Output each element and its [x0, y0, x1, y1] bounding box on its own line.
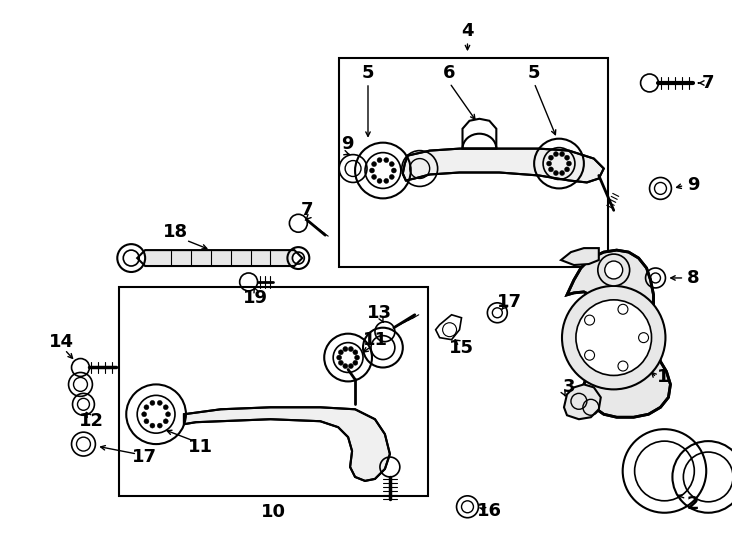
Polygon shape	[403, 148, 604, 183]
Circle shape	[391, 168, 396, 173]
Circle shape	[377, 178, 382, 184]
Text: 7: 7	[301, 201, 313, 219]
Circle shape	[371, 161, 377, 166]
Text: 1: 1	[657, 368, 669, 387]
Circle shape	[562, 286, 666, 389]
Circle shape	[377, 158, 382, 163]
Circle shape	[559, 171, 564, 176]
Text: 14: 14	[49, 333, 74, 350]
Text: 10: 10	[261, 503, 286, 521]
Text: 9: 9	[341, 134, 353, 153]
Circle shape	[144, 419, 149, 424]
Polygon shape	[561, 248, 599, 265]
Circle shape	[369, 168, 374, 173]
Text: 13: 13	[368, 304, 393, 322]
Circle shape	[166, 412, 170, 417]
Circle shape	[553, 171, 559, 176]
Circle shape	[371, 174, 377, 179]
Circle shape	[343, 347, 348, 352]
Circle shape	[349, 347, 353, 352]
Text: 3: 3	[563, 379, 575, 396]
Circle shape	[553, 152, 559, 157]
Circle shape	[576, 300, 652, 375]
Circle shape	[349, 363, 353, 368]
Text: 11: 11	[363, 330, 388, 349]
Circle shape	[150, 423, 155, 428]
Circle shape	[163, 419, 168, 424]
Polygon shape	[184, 407, 390, 481]
Text: 5: 5	[528, 64, 540, 82]
Circle shape	[142, 412, 147, 417]
Circle shape	[163, 405, 168, 410]
Circle shape	[548, 167, 553, 172]
Circle shape	[157, 401, 162, 406]
Circle shape	[559, 152, 564, 157]
Circle shape	[567, 161, 572, 166]
Circle shape	[150, 401, 155, 406]
Circle shape	[548, 155, 553, 160]
Circle shape	[547, 161, 551, 166]
Circle shape	[389, 161, 394, 166]
Text: 5: 5	[362, 64, 374, 82]
Circle shape	[157, 423, 162, 428]
Circle shape	[338, 360, 344, 365]
Circle shape	[338, 350, 344, 355]
Circle shape	[597, 254, 630, 286]
Circle shape	[337, 355, 341, 360]
Text: 17: 17	[497, 293, 522, 311]
Circle shape	[605, 261, 622, 279]
Polygon shape	[564, 384, 601, 419]
Text: 7: 7	[702, 74, 714, 92]
Bar	[120, 287, 428, 496]
Circle shape	[353, 350, 358, 355]
Circle shape	[564, 167, 570, 172]
Circle shape	[384, 178, 389, 184]
Circle shape	[353, 360, 358, 365]
Circle shape	[384, 158, 389, 163]
Text: 16: 16	[477, 502, 502, 520]
Polygon shape	[567, 250, 670, 417]
Text: 11: 11	[189, 438, 214, 456]
Circle shape	[389, 174, 394, 179]
Text: 8: 8	[687, 269, 700, 287]
Circle shape	[144, 405, 149, 410]
Text: 15: 15	[449, 339, 474, 356]
Circle shape	[355, 355, 360, 360]
Text: 12: 12	[79, 412, 104, 430]
Text: 18: 18	[164, 223, 189, 241]
Text: 6: 6	[443, 64, 456, 82]
Bar	[339, 58, 608, 267]
Bar	[145, 250, 294, 266]
Text: 4: 4	[461, 22, 473, 40]
Text: 17: 17	[131, 448, 156, 466]
Text: 9: 9	[687, 177, 700, 194]
Text: 19: 19	[243, 289, 268, 307]
Text: 2: 2	[687, 495, 700, 513]
Circle shape	[564, 155, 570, 160]
Circle shape	[343, 363, 348, 368]
